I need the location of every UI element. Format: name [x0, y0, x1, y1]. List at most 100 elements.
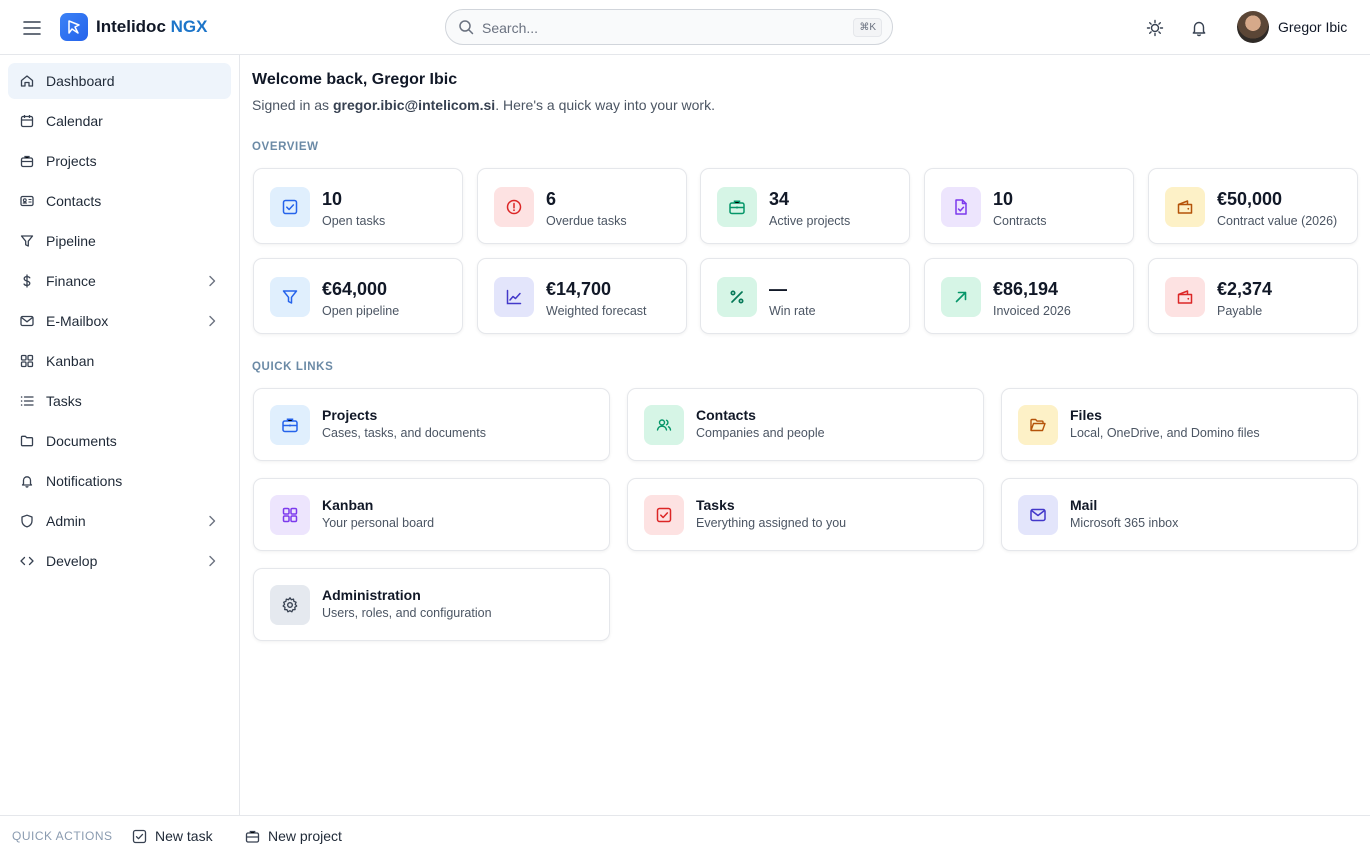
- stat-card-invoiced[interactable]: €86,194 Invoiced 2026: [924, 258, 1134, 334]
- sidebar-item-documents[interactable]: Documents: [8, 423, 231, 459]
- calendar-icon: [20, 114, 34, 128]
- quick-link-tasks[interactable]: Tasks Everything assigned to you: [627, 478, 984, 551]
- stat-value: €2,374: [1217, 279, 1273, 299]
- users-icon: [644, 405, 684, 445]
- stat-card-contract-value[interactable]: €50,000 Contract value (2026): [1148, 168, 1358, 244]
- app-title[interactable]: Intelidoc NGX: [96, 17, 207, 37]
- sidebar-item-notifications[interactable]: Notifications: [8, 463, 231, 499]
- user-email: gregor.ibic@intelicom.si: [332, 97, 496, 113]
- sidebar-item-label: Develop: [46, 553, 98, 569]
- link-title: Mail: [1070, 497, 1098, 513]
- link-title: Administration: [322, 587, 421, 603]
- stat-value: 10: [322, 189, 343, 209]
- stat-label: Open pipeline: [322, 304, 400, 318]
- stat-value: €50,000: [1217, 189, 1283, 209]
- avatar[interactable]: [1237, 11, 1269, 43]
- sidebar-item-e-mailbox[interactable]: E-Mailbox: [8, 303, 231, 339]
- new-project-label: New project: [268, 828, 342, 844]
- quick-link-files[interactable]: Files Local, OneDrive, and Domino files: [1001, 388, 1358, 461]
- link-title: Kanban: [322, 497, 374, 513]
- link-title: Files: [1070, 407, 1102, 423]
- sidebar-item-tasks[interactable]: Tasks: [8, 383, 231, 419]
- quick-link-contacts[interactable]: Contacts Companies and people: [627, 388, 984, 461]
- notifications-button[interactable]: [1184, 13, 1214, 43]
- page-title: Welcome back, Gregor Ibic: [252, 71, 458, 88]
- stat-value: 34: [769, 189, 790, 209]
- new-project-button[interactable]: New project: [245, 825, 342, 847]
- stat-card-win-rate[interactable]: — Win rate: [700, 258, 910, 334]
- stat-label: Active projects: [769, 214, 851, 228]
- new-task-button[interactable]: New task: [132, 825, 213, 847]
- quick-link-administration[interactable]: Administration Users, roles, and configu…: [253, 568, 610, 641]
- wallet-icon: [1165, 277, 1205, 317]
- sidebar-item-label: Tasks: [46, 393, 82, 409]
- sidebar-item-admin[interactable]: Admin: [8, 503, 231, 539]
- stat-card-contracts[interactable]: 10 Contracts: [924, 168, 1134, 244]
- contact-card-icon: [20, 194, 34, 208]
- arrow-up-right-icon: [941, 277, 981, 317]
- quick-link-projects[interactable]: Projects Cases, tasks, and documents: [253, 388, 610, 461]
- stat-label: Invoiced 2026: [993, 304, 1071, 318]
- theme-toggle-button[interactable]: [1140, 13, 1170, 43]
- link-subtitle: Local, OneDrive, and Domino files: [1070, 426, 1260, 440]
- user-name[interactable]: Gregor Ibic: [1278, 19, 1348, 35]
- stat-label: Overdue tasks: [546, 214, 627, 228]
- stat-value: 6: [546, 189, 557, 209]
- global-search[interactable]: ⌘K: [445, 9, 893, 45]
- stat-label: Open tasks: [322, 214, 386, 228]
- sidebar-item-contacts[interactable]: Contacts: [8, 183, 231, 219]
- link-title: Projects: [322, 407, 378, 423]
- gear-icon: [270, 585, 310, 625]
- stat-card-active-projects[interactable]: 34 Active projects: [700, 168, 910, 244]
- search-input[interactable]: [482, 17, 822, 39]
- stat-card-open-pipeline[interactable]: €64,000 Open pipeline: [253, 258, 463, 334]
- alert-circle-icon: [494, 187, 534, 227]
- sidebar-item-label: Contacts: [46, 193, 102, 209]
- sidebar-item-projects[interactable]: Projects: [8, 143, 231, 179]
- link-subtitle: Cases, tasks, and documents: [322, 426, 486, 440]
- link-subtitle: Microsoft 365 inbox: [1070, 516, 1179, 530]
- new-task-label: New task: [155, 828, 213, 844]
- check-square-icon: [644, 495, 684, 535]
- stat-label: Win rate: [769, 304, 816, 318]
- app-logo-icon[interactable]: [60, 13, 88, 41]
- sidebar-item-dashboard[interactable]: Dashboard: [8, 63, 231, 99]
- stat-value: €86,194: [993, 279, 1059, 299]
- sidebar-item-label: Admin: [46, 513, 86, 529]
- stat-card-overdue-tasks[interactable]: 6 Overdue tasks: [477, 168, 687, 244]
- sidebar: Dashboard Calendar Projects Contacts Pip…: [0, 55, 240, 815]
- percent-icon: [717, 277, 757, 317]
- stat-card-open-tasks[interactable]: 10 Open tasks: [253, 168, 463, 244]
- sidebar-item-label: Notifications: [46, 473, 123, 489]
- stat-card-payable[interactable]: €2,374 Payable: [1148, 258, 1358, 334]
- bell-icon: [1190, 19, 1208, 37]
- sidebar-item-calendar[interactable]: Calendar: [8, 103, 231, 139]
- stat-value: 10: [993, 189, 1014, 209]
- quick-link-kanban[interactable]: Kanban Your personal board: [253, 478, 610, 551]
- chart-line-icon: [494, 277, 534, 317]
- stat-card-weighted-forecast[interactable]: €14,700 Weighted forecast: [477, 258, 687, 334]
- menu-icon[interactable]: [18, 14, 46, 42]
- main-content: Welcome back, Gregor Ibic Signed in as g…: [240, 55, 1370, 815]
- sidebar-item-label: Calendar: [46, 113, 103, 129]
- sidebar-item-label: Documents: [46, 433, 117, 449]
- check-square-icon: [270, 187, 310, 227]
- chevron-right-icon: [205, 274, 219, 288]
- wallet-icon: [1165, 187, 1205, 227]
- grid-icon: [270, 495, 310, 535]
- signed-prefix: Signed in as: [252, 97, 333, 113]
- quick-actions-bar: QUICK ACTIONS New task New project: [0, 815, 1370, 853]
- chevron-right-icon: [205, 314, 219, 328]
- sidebar-item-pipeline[interactable]: Pipeline: [8, 223, 231, 259]
- quick-link-mail[interactable]: Mail Microsoft 365 inbox: [1001, 478, 1358, 551]
- sidebar-item-finance[interactable]: Finance: [8, 263, 231, 299]
- link-subtitle: Everything assigned to you: [696, 516, 847, 530]
- sidebar-item-develop[interactable]: Develop: [8, 543, 231, 579]
- sidebar-item-kanban[interactable]: Kanban: [8, 343, 231, 379]
- brand-accent: NGX: [170, 17, 208, 36]
- stat-label: Contract value (2026): [1217, 214, 1338, 228]
- folder-open-icon: [1018, 405, 1058, 445]
- sidebar-item-label: Pipeline: [46, 233, 96, 249]
- link-title: Tasks: [696, 497, 735, 513]
- brand-name: Intelidoc: [96, 17, 166, 36]
